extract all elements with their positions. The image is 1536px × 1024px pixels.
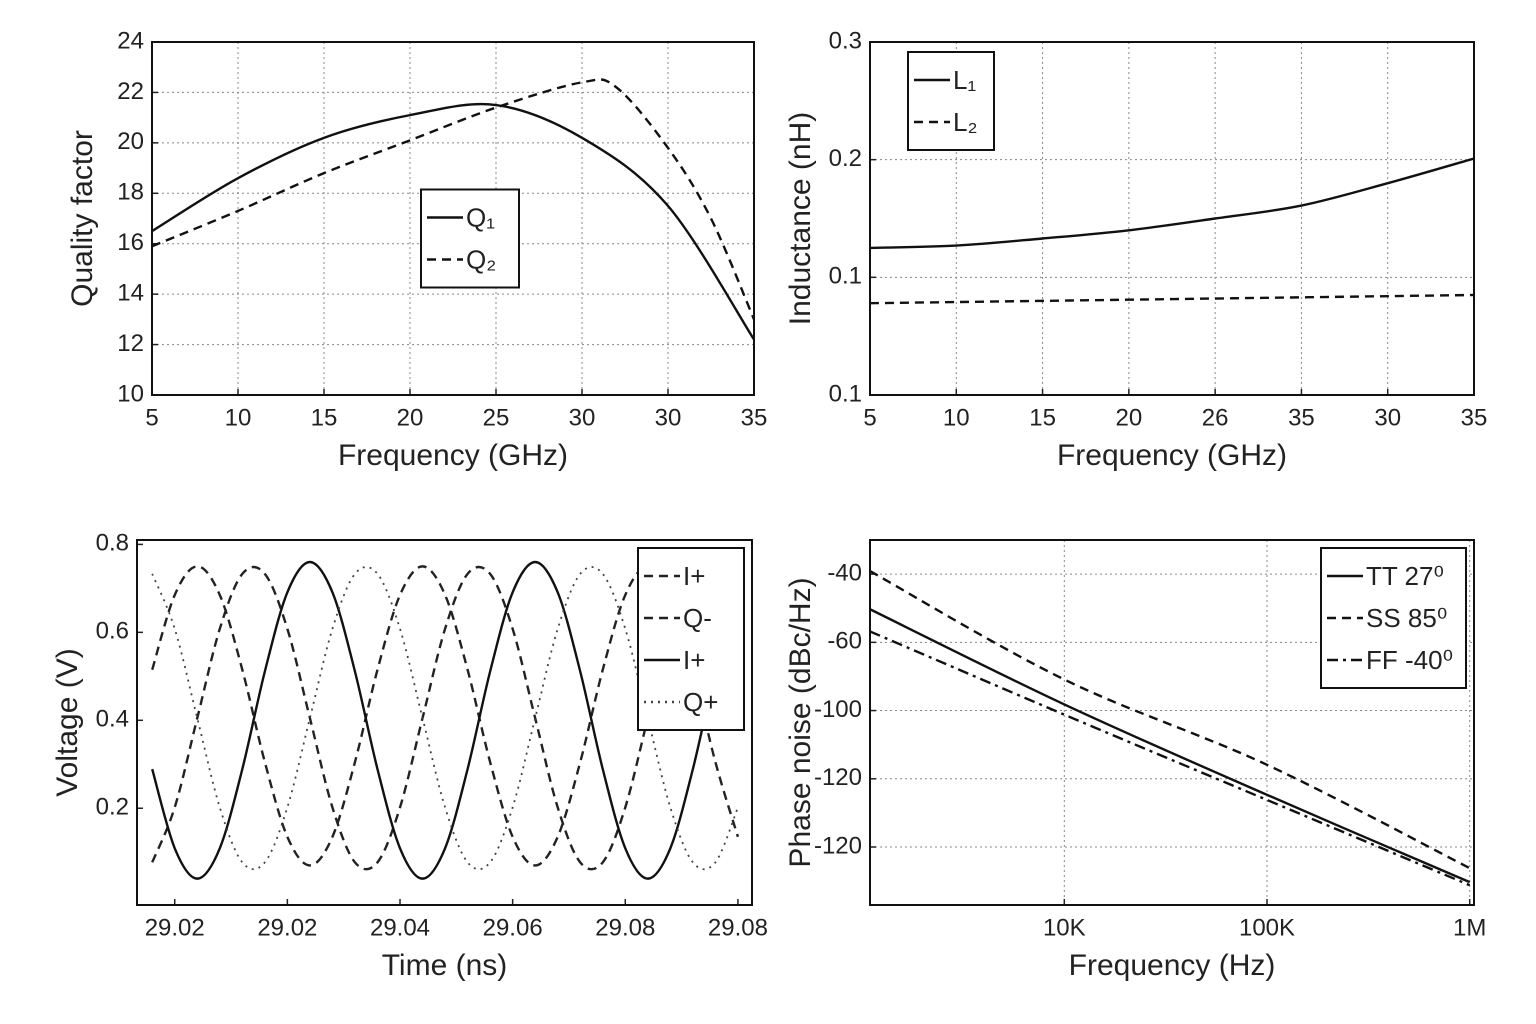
y-tick-label: 0.2 — [829, 145, 862, 172]
panel: -120 -120 -100 -60 -40 10K 100K 1M Frequency (Hz… — [784, 539, 1486, 982]
y-tick-label: 0.2 — [96, 794, 129, 821]
y-tick-label: 0.4 — [96, 706, 129, 733]
x-tick-label: 15 — [1029, 404, 1056, 431]
x-tick-label: 26 — [1202, 404, 1229, 431]
x-tick-label: 20 — [397, 404, 424, 431]
series-line — [870, 293, 1474, 305]
y-tick-label: 24 — [117, 27, 144, 54]
y-tick-label: 16 — [117, 229, 144, 256]
plot-frame — [136, 539, 753, 906]
series-line — [151, 566, 739, 871]
x-tick-label: 29.08 — [708, 914, 768, 941]
y-axis-label: Quality factor — [66, 130, 99, 307]
x-axis-label: Frequency (GHz) — [338, 439, 568, 472]
legend-label: FF -40⁰ — [1366, 645, 1453, 675]
plot-frame — [151, 41, 755, 396]
x-tick-label: 35 — [1461, 404, 1488, 431]
x-tick-label: 29.04 — [370, 914, 430, 941]
x-tick-label: 10 — [943, 404, 970, 431]
plot-frame — [869, 41, 1475, 396]
y-tick-label: 12 — [117, 330, 144, 357]
legend-label: I+ — [683, 645, 705, 675]
x-tick-label: 30 — [655, 404, 682, 431]
y-tick-label: 0.1 — [829, 380, 862, 407]
legend-label: Q+ — [683, 687, 718, 717]
x-tick-label: 20 — [1116, 404, 1143, 431]
y-tick-label: 14 — [117, 279, 144, 306]
series-line — [152, 102, 754, 341]
series-line — [870, 569, 1471, 870]
y-tick-label: -60 — [827, 628, 862, 655]
series-line — [870, 157, 1474, 250]
legend-label: I+ — [683, 561, 705, 591]
legend-box — [907, 51, 995, 151]
x-tick-label: 5 — [145, 404, 158, 431]
x-tick-label: 29.02 — [145, 914, 205, 941]
x-tick-label: 5 — [863, 404, 876, 431]
x-tick-label: 10 — [225, 404, 252, 431]
x-tick-label: 25 — [483, 404, 510, 431]
y-axis-label: Phase noise (dBc/Hz) — [784, 577, 817, 867]
panel: 0.2 0.4 0.6 0.8 29.02 29.02 29.04 29.06 29.08 29.… — [51, 530, 768, 982]
x-tick-label: 29.02 — [257, 914, 317, 941]
x-tick-label: 10K — [1043, 914, 1086, 941]
legend-box — [420, 188, 520, 289]
x-tick-label: 1M — [1453, 914, 1486, 941]
y-tick-label: 0.8 — [96, 530, 129, 557]
x-tick-label: 15 — [311, 404, 338, 431]
legend-label: Q- — [683, 603, 712, 633]
legend-box — [637, 547, 745, 731]
legend-label: L₂ — [953, 107, 978, 137]
x-tick-label: 35 — [1288, 404, 1315, 431]
x-tick-label: 100K — [1239, 914, 1295, 941]
series-line — [152, 78, 754, 320]
x-tick-label: 29.08 — [595, 914, 655, 941]
y-tick-label: -40 — [827, 559, 862, 586]
y-tick-label: -120 — [814, 832, 862, 859]
x-axis-label: Frequency (Hz) — [1069, 949, 1276, 982]
y-tick-label: 18 — [117, 179, 144, 206]
series-line — [151, 560, 740, 880]
series-line — [870, 630, 1471, 887]
legend-label: L₁ — [953, 65, 976, 95]
x-tick-label: 29.06 — [483, 914, 543, 941]
legend-label: Q₁ — [466, 202, 495, 232]
legend-label: SS 85⁰ — [1366, 603, 1447, 633]
series-line — [870, 608, 1471, 884]
x-axis-label: Time (ns) — [382, 949, 508, 982]
plot-frame — [869, 539, 1475, 906]
y-tick-label: 10 — [117, 380, 144, 407]
x-tick-label: 30 — [1374, 404, 1401, 431]
x-axis-label: Frequency (GHz) — [1057, 439, 1287, 472]
y-axis-label: Voltage (V) — [51, 648, 84, 796]
y-tick-label: 22 — [117, 78, 144, 105]
y-axis-label: Inductance (nH) — [784, 112, 817, 325]
y-tick-label: 0.1 — [829, 263, 862, 290]
legend-label: TT 27⁰ — [1366, 561, 1444, 591]
y-tick-label: 0.3 — [829, 27, 862, 54]
y-tick-label: 20 — [117, 128, 144, 155]
y-tick-label: -100 — [814, 696, 862, 723]
legend-label: Q₂ — [466, 244, 496, 274]
y-tick-label: -120 — [814, 764, 862, 791]
y-tick-label: 0.6 — [96, 618, 129, 645]
x-tick-label: 30 — [569, 404, 596, 431]
x-tick-label: 35 — [741, 404, 768, 431]
